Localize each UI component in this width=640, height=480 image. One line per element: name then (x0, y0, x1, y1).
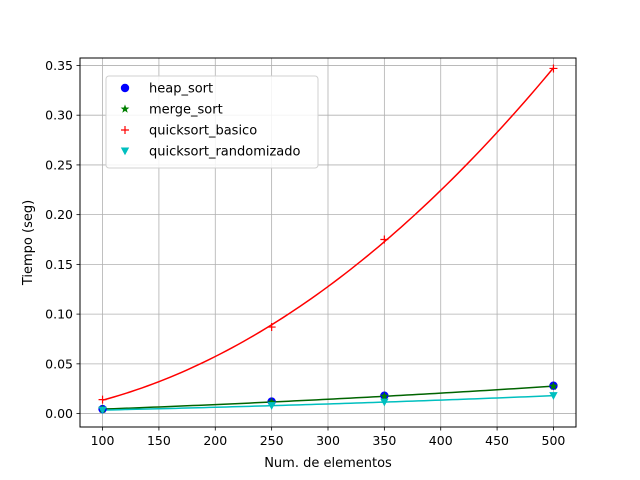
x-tick-label: 350 (372, 433, 396, 448)
x-tick-label: 250 (260, 433, 284, 448)
y-axis-label: Tiempo (seg) (21, 200, 36, 286)
axis-ticks: 100 150 200 250 300 350 400 450 500 0.00 0.05 0.10 0… (45, 58, 565, 448)
x-tick-label: 300 (316, 433, 340, 448)
quicksort_basico-point (549, 64, 558, 73)
quicksort_randomizado-point (98, 406, 107, 415)
y-tick-label: 0.35 (45, 58, 73, 73)
quicksort_basico-point (380, 235, 389, 244)
x-axis-label: Num. de elementos (264, 456, 392, 471)
fit-lines (102, 67, 555, 411)
legend-label: heap_sort (149, 82, 213, 97)
legend-marker-quicksort_basico (121, 126, 129, 134)
x-tick-label: 100 (91, 433, 115, 448)
x-tick-label: 200 (203, 433, 227, 448)
merge_sort-point (267, 397, 277, 406)
quicksort_basico-fit-line (102, 67, 555, 401)
merge_sort-point (549, 381, 558, 390)
y-tick-label: 0.10 (45, 307, 73, 322)
y-tick-label: 0.00 (45, 406, 73, 421)
y-tick-label: 0.25 (45, 157, 73, 172)
x-tick-label: 400 (429, 433, 453, 448)
x-tick-label: 150 (147, 433, 171, 448)
quicksort_randomizado-point (380, 398, 389, 407)
legend-label: quicksort_randomizado (149, 145, 301, 160)
y-tick-label: 0.05 (45, 356, 73, 371)
legend-label: merge_sort (149, 103, 223, 118)
y-tick-label: 0.20 (45, 207, 73, 222)
merge_sort-fit-line (102, 385, 554, 410)
quicksort_basico-point (98, 395, 107, 404)
y-tick-label: 0.15 (45, 257, 73, 272)
x-tick-label: 500 (542, 433, 566, 448)
quicksort_randomizado-point (549, 392, 558, 400)
y-tick-label: 0.30 (45, 108, 73, 123)
merge_sort-point (379, 391, 389, 400)
legend: heap_sort merge_sort quicksort_basicoquick… (105, 75, 319, 169)
quicksort_basico-point (267, 323, 276, 332)
legend-marker-heap_sort (120, 83, 130, 93)
quicksort_randomizado-fit-line (102, 394, 554, 411)
x-tick-label: 450 (485, 433, 509, 448)
quicksort_randomizado-point (267, 402, 276, 410)
data-markers (98, 64, 558, 415)
legend-label: quicksort_basico (149, 124, 257, 139)
legend-frame (105, 75, 319, 169)
legend-marker-quicksort_randomizado (120, 147, 130, 156)
legend-marker-merge_sort (120, 104, 130, 113)
